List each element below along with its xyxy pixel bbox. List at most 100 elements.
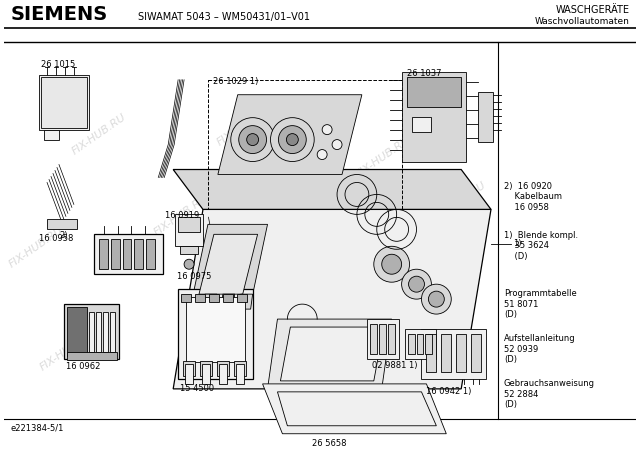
Polygon shape bbox=[221, 294, 235, 309]
Circle shape bbox=[401, 269, 431, 299]
Bar bbox=[175, 214, 203, 246]
Polygon shape bbox=[277, 392, 436, 426]
Bar bbox=[217, 361, 229, 376]
Text: SIEMENS: SIEMENS bbox=[10, 5, 107, 24]
Text: 26 1029 1): 26 1029 1) bbox=[213, 77, 258, 86]
Text: 16 0962: 16 0962 bbox=[66, 362, 100, 371]
Bar bbox=[417, 334, 424, 354]
Polygon shape bbox=[173, 209, 491, 389]
Circle shape bbox=[270, 117, 314, 162]
Text: FIX-HUB.RU: FIX-HUB.RU bbox=[216, 103, 273, 148]
Polygon shape bbox=[173, 170, 491, 209]
Bar bbox=[95, 312, 100, 352]
Bar bbox=[422, 329, 486, 379]
Bar bbox=[406, 77, 461, 107]
Text: e221384-5/1: e221384-5/1 bbox=[10, 424, 64, 433]
Text: 26 1015: 26 1015 bbox=[41, 60, 75, 69]
Bar bbox=[367, 319, 399, 359]
Bar bbox=[180, 246, 198, 254]
Bar bbox=[411, 117, 431, 131]
Text: Aufstellanleitung
52 0939
(D): Aufstellanleitung 52 0939 (D) bbox=[504, 334, 576, 364]
Text: 02 9881 1): 02 9881 1) bbox=[372, 361, 417, 370]
Bar bbox=[388, 324, 395, 354]
Circle shape bbox=[238, 126, 266, 153]
Bar bbox=[186, 297, 245, 362]
Polygon shape bbox=[263, 384, 446, 434]
Bar bbox=[223, 294, 233, 302]
Text: FIX-HUB.RU: FIX-HUB.RU bbox=[405, 247, 463, 292]
Polygon shape bbox=[268, 319, 392, 389]
Bar bbox=[219, 364, 227, 384]
Circle shape bbox=[247, 134, 259, 146]
Bar bbox=[370, 324, 377, 354]
Bar bbox=[67, 352, 116, 360]
Bar bbox=[64, 304, 118, 359]
Text: 2)  16 0920
    Kabelbaum
    16 0958: 2) 16 0920 Kabelbaum 16 0958 bbox=[504, 182, 562, 212]
Text: Programmtabelle
51 8071
(D): Programmtabelle 51 8071 (D) bbox=[504, 289, 577, 319]
Circle shape bbox=[332, 140, 342, 149]
Bar bbox=[456, 334, 466, 372]
Bar bbox=[44, 130, 59, 140]
Polygon shape bbox=[238, 294, 252, 309]
Circle shape bbox=[382, 254, 401, 274]
Text: SIWAMAT 5043 – WM50431/01–V01: SIWAMAT 5043 – WM50431/01–V01 bbox=[139, 12, 310, 22]
Circle shape bbox=[422, 284, 452, 314]
Circle shape bbox=[424, 346, 439, 362]
Text: FIX-HUB.RU: FIX-HUB.RU bbox=[152, 193, 210, 238]
Bar bbox=[109, 312, 114, 352]
Bar bbox=[237, 294, 247, 302]
Text: Gebrauchsanweisung
52 2884
(D): Gebrauchsanweisung 52 2884 (D) bbox=[504, 379, 595, 409]
Bar bbox=[39, 75, 89, 130]
Circle shape bbox=[317, 149, 327, 160]
Bar bbox=[234, 361, 245, 376]
Bar bbox=[209, 294, 219, 302]
Text: FIX-HUB.RU: FIX-HUB.RU bbox=[7, 225, 65, 269]
Text: FIX-HUB.RU: FIX-HUB.RU bbox=[323, 328, 381, 372]
Bar bbox=[183, 361, 195, 376]
Bar bbox=[181, 294, 191, 302]
Text: 16 0958: 16 0958 bbox=[39, 234, 74, 243]
Circle shape bbox=[286, 134, 298, 146]
Bar bbox=[401, 72, 466, 162]
Bar bbox=[195, 294, 205, 302]
Circle shape bbox=[184, 259, 194, 269]
Bar bbox=[202, 364, 210, 384]
Text: FIX-HUB.RU: FIX-HUB.RU bbox=[291, 211, 349, 256]
Text: 16 0919: 16 0919 bbox=[165, 212, 200, 220]
Polygon shape bbox=[280, 327, 384, 381]
Circle shape bbox=[429, 291, 445, 307]
Text: 26 1037: 26 1037 bbox=[406, 69, 441, 78]
Bar bbox=[89, 312, 93, 352]
Polygon shape bbox=[218, 95, 362, 175]
Bar bbox=[99, 239, 107, 269]
Bar bbox=[134, 239, 143, 269]
Bar bbox=[41, 77, 86, 128]
Circle shape bbox=[231, 117, 275, 162]
Polygon shape bbox=[203, 294, 217, 309]
Text: 15 4500: 15 4500 bbox=[180, 384, 214, 393]
Text: 26 5658: 26 5658 bbox=[312, 439, 347, 448]
Text: WASCHGERÄTE: WASCHGERÄTE bbox=[556, 5, 630, 15]
Text: FIX-HUB.RU: FIX-HUB.RU bbox=[430, 180, 488, 224]
Bar bbox=[208, 80, 401, 209]
Bar bbox=[471, 334, 481, 372]
Bar bbox=[93, 234, 163, 274]
Text: 1)  Blende kompl.
    35 3624
    (D): 1) Blende kompl. 35 3624 (D) bbox=[504, 231, 578, 261]
Polygon shape bbox=[191, 225, 268, 304]
Bar bbox=[185, 364, 193, 384]
Circle shape bbox=[374, 246, 410, 282]
Bar bbox=[441, 334, 452, 372]
Bar bbox=[200, 361, 212, 376]
Text: 16 0975: 16 0975 bbox=[177, 272, 212, 281]
Text: FIX-HUB.RU: FIX-HUB.RU bbox=[39, 328, 97, 372]
Circle shape bbox=[322, 125, 332, 135]
Text: FIX-HUB.RU: FIX-HUB.RU bbox=[354, 135, 412, 180]
Bar bbox=[178, 217, 200, 232]
Bar bbox=[236, 364, 244, 384]
Bar bbox=[426, 334, 436, 372]
Bar bbox=[425, 334, 432, 354]
Bar bbox=[379, 324, 385, 354]
Bar bbox=[47, 219, 77, 230]
Circle shape bbox=[450, 353, 462, 365]
Bar bbox=[408, 334, 415, 354]
